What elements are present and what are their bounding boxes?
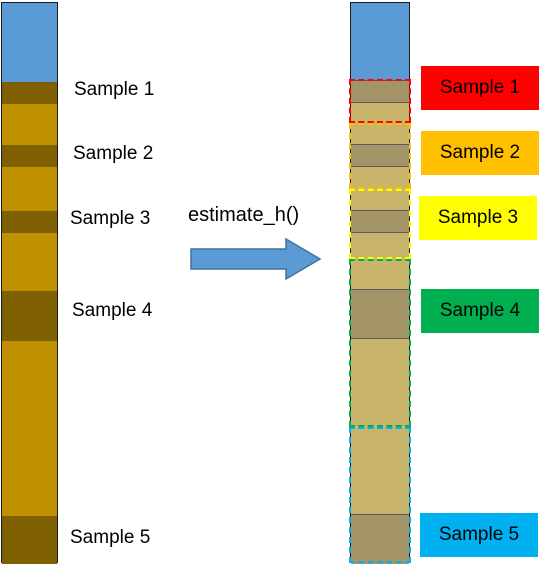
sample-4-tag-label: Sample 4 <box>439 300 521 321</box>
sample-5-tag-label: Sample 5 <box>438 524 520 545</box>
sample-4-tag: Sample 4 <box>421 289 539 333</box>
water-layer <box>2 3 57 82</box>
sediment-layer <box>2 233 57 291</box>
sample-4-layer <box>351 289 409 338</box>
water-layer <box>351 3 409 80</box>
sample-2-tag-label: Sample 2 <box>439 142 521 163</box>
left-sample-2-label: Sample 2 <box>73 143 154 164</box>
sample-3-tag: Sample 3 <box>419 196 537 240</box>
sample-1-layer <box>2 82 57 104</box>
left-sample-5-label: Sample 5 <box>70 527 151 548</box>
sample-3-tag-label: Sample 3 <box>437 207 519 228</box>
left-sample-1-label: Sample 1 <box>74 79 155 100</box>
sample-5-layer <box>351 514 409 564</box>
left-core-column <box>1 2 58 564</box>
estimate-function-label: estimate_h() <box>188 204 300 226</box>
left-sample-4-label: Sample 4 <box>72 300 153 321</box>
left-sample-3-label: Sample 3 <box>70 208 151 229</box>
sample-3-layer <box>2 211 57 233</box>
sediment-layer <box>2 167 57 211</box>
sample-5-tag: Sample 5 <box>420 513 538 557</box>
sample-1-tag-label: Sample 1 <box>439 77 521 98</box>
sample-5-window <box>349 427 411 563</box>
sample-3-layer <box>351 210 409 232</box>
sample-1-window <box>349 79 411 123</box>
sample-2-layer <box>351 144 409 166</box>
sediment-layer <box>2 104 57 145</box>
right-arrow-icon <box>190 237 322 281</box>
sample-2-window <box>349 123 411 189</box>
sample-1-tag: Sample 1 <box>421 66 539 110</box>
sample-2-tag: Sample 2 <box>421 131 539 175</box>
sample-4-window <box>349 259 411 427</box>
sediment-layer <box>2 341 57 516</box>
sample-4-layer <box>2 291 57 341</box>
sample-3-window <box>349 189 411 259</box>
sample-2-layer <box>2 145 57 167</box>
sample-5-layer <box>2 516 57 564</box>
